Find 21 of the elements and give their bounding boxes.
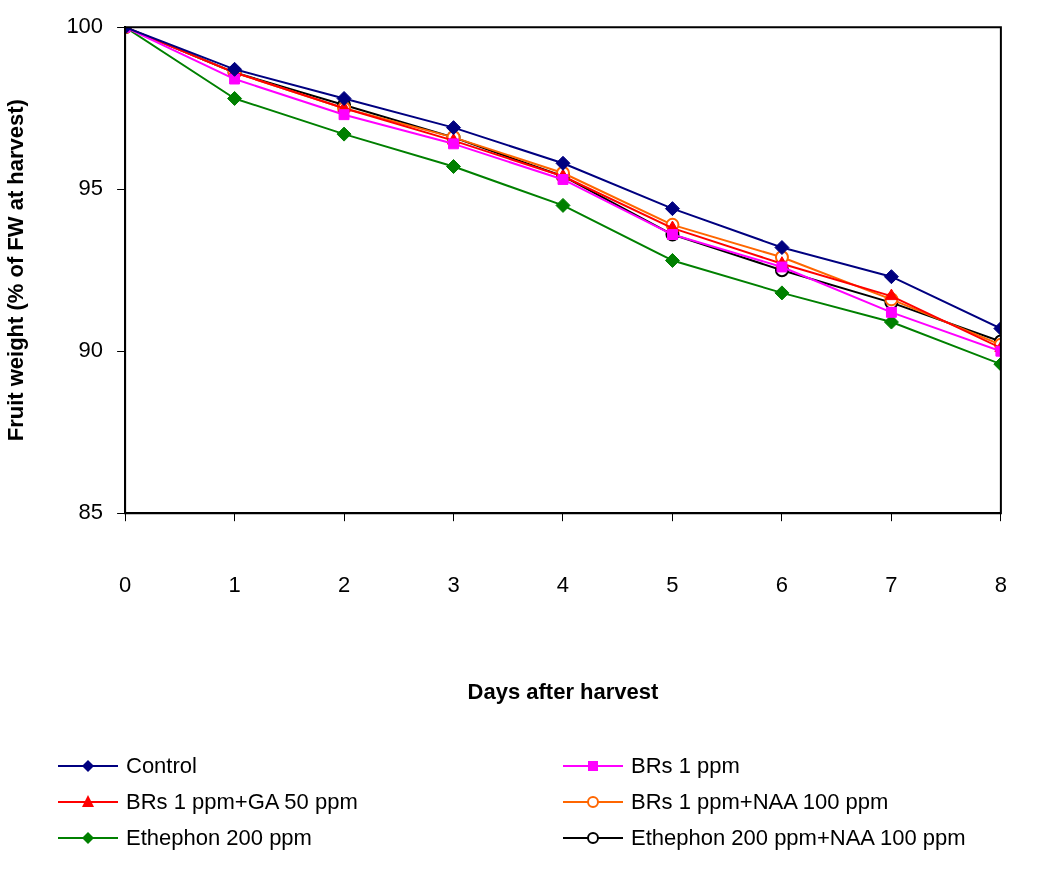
y-tick-label: 90: [78, 337, 104, 363]
legend-label: Control: [126, 753, 197, 779]
x-tick-label: 1: [228, 572, 241, 598]
x-tick-label: 7: [885, 572, 898, 598]
x-axis-title: Days after harvest: [467, 678, 660, 704]
legend-label: BRs 1 ppm+NAA 100 ppm: [631, 789, 889, 815]
x-tick-label: 3: [447, 572, 460, 598]
legend-label: BRs 1 ppm+GA 50 ppm: [126, 789, 358, 815]
y-tick-label: 85: [78, 499, 104, 525]
x-tick-label: 4: [556, 572, 570, 598]
legend-label: Ethephon 200 ppm: [126, 825, 312, 851]
y-tick-label: 95: [78, 175, 104, 201]
x-tick-label: 2: [337, 572, 351, 598]
x-tick-label: 6: [775, 572, 789, 598]
legend-label: Ethephon 200 ppm+NAA 100 ppm: [631, 825, 966, 851]
legend-label: BRs 1 ppm: [631, 753, 740, 779]
y-axis-title: Fruit weight (% of FW at harvest): [3, 99, 29, 442]
y-tick-label: 100: [66, 13, 104, 39]
x-tick-label: 5: [666, 572, 679, 598]
x-tick-label: 8: [994, 572, 1008, 598]
x-tick-label: 0: [118, 572, 132, 598]
